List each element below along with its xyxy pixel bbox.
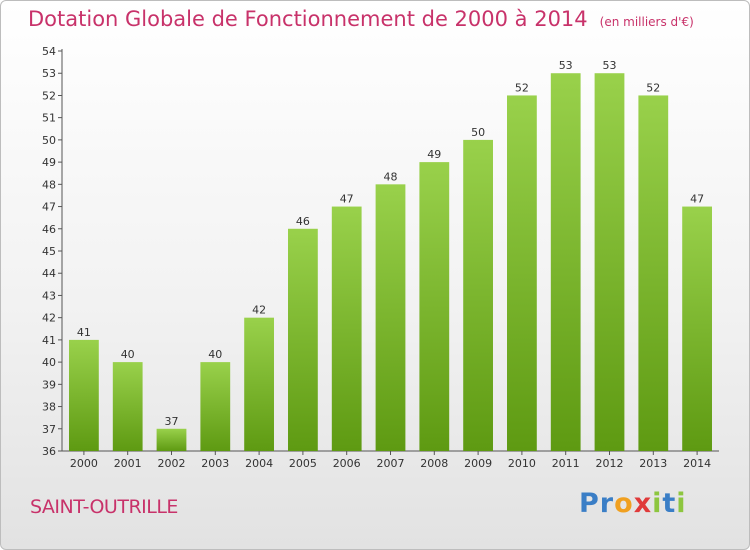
bar-2000 xyxy=(69,339,99,451)
data-label-2002: 37 xyxy=(165,415,179,428)
y-tick-label: 42 xyxy=(42,312,56,325)
chart-axes: 36 37 38 39 40 41 42 43 44 45 46 47 48 49 50 51 52 53 54 20… xyxy=(42,45,719,470)
x-tick-label-2014: 2014 xyxy=(683,457,711,470)
logo-letter: i xyxy=(676,488,687,519)
x-tick-label-2011: 2011 xyxy=(552,457,580,470)
data-label-2003: 40 xyxy=(208,348,222,361)
x-tick-label-2003: 2003 xyxy=(201,457,229,470)
x-tick-label-2007: 2007 xyxy=(377,457,405,470)
chart-bars xyxy=(69,73,712,452)
x-tick-label-2000: 2000 xyxy=(70,457,98,470)
bar-2010 xyxy=(507,95,537,451)
y-tick-label: 48 xyxy=(42,178,56,191)
data-label-2010: 52 xyxy=(515,81,529,94)
y-tick-label: 41 xyxy=(42,334,56,347)
x-tick-label-2005: 2005 xyxy=(289,457,317,470)
bar-2007 xyxy=(375,184,406,452)
data-label-2005: 46 xyxy=(296,215,310,228)
y-tick-label: 43 xyxy=(42,289,56,302)
x-tick-label-2001: 2001 xyxy=(114,457,142,470)
y-tick-label: 52 xyxy=(42,89,56,102)
x-tick-label-2010: 2010 xyxy=(508,457,536,470)
y-tick-label: 51 xyxy=(42,112,56,125)
bar-2005 xyxy=(288,228,318,451)
bar-2001 xyxy=(112,362,143,451)
x-tick-label-2008: 2008 xyxy=(420,457,448,470)
proxiti-logo: Proxiti xyxy=(579,488,687,519)
data-label-2009: 50 xyxy=(471,126,485,139)
commune-name: SAINT-OUTRILLE xyxy=(30,496,178,518)
y-tick-label: 37 xyxy=(42,423,56,436)
bar-2014 xyxy=(682,206,712,451)
data-label-2008: 49 xyxy=(427,148,441,161)
data-label-2014: 47 xyxy=(690,193,704,206)
data-label-2001: 40 xyxy=(121,348,135,361)
bar-2012 xyxy=(594,73,625,451)
bar-2013 xyxy=(638,95,669,451)
bar-2006 xyxy=(331,206,362,451)
logo-letter: r xyxy=(599,488,615,519)
chart-unit-text: (en milliers d'€) xyxy=(599,15,694,29)
x-tick-label-2012: 2012 xyxy=(596,457,624,470)
data-label-2013: 52 xyxy=(646,81,660,94)
logo-letter: x xyxy=(633,488,653,519)
x-tick-label-2009: 2009 xyxy=(464,457,492,470)
bar-2004 xyxy=(244,317,274,451)
logo-letter: o xyxy=(614,488,634,519)
data-label-2004: 42 xyxy=(252,304,266,317)
y-tick-label: 50 xyxy=(42,134,56,147)
data-label-2011: 53 xyxy=(559,59,573,72)
y-tick-label: 36 xyxy=(42,445,56,458)
x-tick-label-2013: 2013 xyxy=(639,457,667,470)
y-tick-label: 47 xyxy=(42,201,56,214)
bar-2003 xyxy=(200,362,231,451)
logo-letter: t xyxy=(662,488,677,519)
x-tick-label-2002: 2002 xyxy=(158,457,186,470)
y-tick-label: 46 xyxy=(42,223,56,236)
bar-2008 xyxy=(419,162,450,451)
y-tick-label: 39 xyxy=(42,378,56,391)
logo-letter: i xyxy=(652,488,663,519)
chart-title: Dotation Globale de Fonctionnement de 20… xyxy=(28,7,694,31)
y-tick-label: 40 xyxy=(42,356,56,369)
x-tick-label-2006: 2006 xyxy=(333,457,361,470)
data-label-2006: 47 xyxy=(340,193,354,206)
y-tick-label: 45 xyxy=(42,245,56,258)
chart-data-labels: 41 40 37 40 42 46 47 48 49 50 52 53 53 52 47 xyxy=(77,59,704,428)
data-label-2007: 48 xyxy=(384,170,398,183)
logo-letter: P xyxy=(579,488,600,519)
bar-2002 xyxy=(156,428,187,451)
y-tick-label: 44 xyxy=(42,267,56,280)
x-tick-label-2004: 2004 xyxy=(245,457,273,470)
bar-2011 xyxy=(550,73,581,451)
y-tick-label: 54 xyxy=(42,45,56,58)
y-tick-label: 49 xyxy=(42,156,56,169)
data-label-2000: 41 xyxy=(77,326,91,339)
y-tick-label: 38 xyxy=(42,401,56,414)
data-label-2012: 53 xyxy=(603,59,617,72)
bar-2009 xyxy=(463,139,493,451)
chart-title-text: Dotation Globale de Fonctionnement de 20… xyxy=(28,7,588,31)
y-tick-label: 53 xyxy=(42,67,56,80)
